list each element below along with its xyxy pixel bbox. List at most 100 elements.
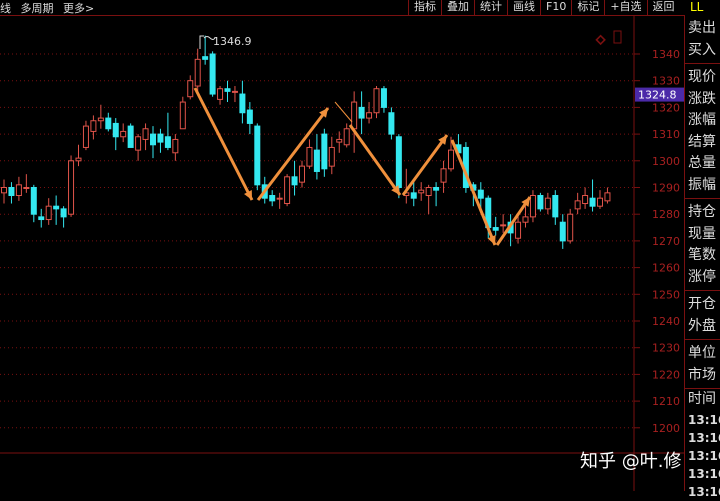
annotation-arrow [256,107,330,201]
back-button[interactable]: 返回 [646,0,680,15]
candle-body [515,221,522,239]
panel-label: 开仓 [688,296,716,312]
tab-more[interactable]: 更多> [63,2,95,15]
candle-body [112,122,119,138]
indicator-button[interactable]: 指标 [408,0,441,15]
panel-label: 持仓 [688,204,716,220]
candle-body [373,88,380,114]
y-tick-label: 1260 [652,262,680,275]
panel-group: 现价 涨跌 涨幅 结算 总量 振幅 [685,64,720,199]
candle-body [336,138,343,143]
y-tick-label: 1210 [652,395,680,408]
arrow-head [487,235,496,245]
candle-body [351,101,358,130]
y-tick-label: 1220 [652,368,680,381]
candle-body [209,53,216,95]
candle-body [23,187,30,189]
candle-body [313,149,320,172]
overlay-button[interactable]: 叠加 [441,0,474,15]
candle-body [544,197,551,210]
symbol-label: LL [690,0,704,14]
candle-body [82,125,89,148]
arrow-head [521,197,530,207]
candle-body [269,195,276,202]
trade-time: 13:16 [688,484,720,499]
candle-body [388,112,395,135]
candle-body [202,56,209,60]
candle-body [448,149,454,170]
arrow-head [319,108,328,118]
candle-body [604,192,611,202]
y-tick-label: 1340 [652,48,680,61]
candle-body [97,117,104,122]
panel-label: 现价 [688,69,716,85]
candle-body [440,168,447,183]
candle-body [8,187,15,197]
panel-label: 涨跌 [688,90,716,107]
candle-body [395,136,402,189]
y-tick-label: 1300 [652,155,680,168]
tab-kline[interactable]: 线 [0,2,11,15]
mark-button[interactable]: 标记 [571,0,604,15]
annotation-arrow [450,139,497,246]
current-price-tag [635,87,684,102]
panel-label: 现量 [688,225,716,242]
candle-body [589,197,596,207]
candle-body [574,200,581,210]
candle-body [150,133,156,146]
candle-body [425,187,432,197]
top-toolbar: 线 多周期 更多> 指标 叠加 统计 画线 F10 标记 +自选 返回 [0,0,684,16]
diamond-icon: ◇ [596,32,606,46]
candle-body [500,224,507,227]
y-tick-label: 1290 [652,182,680,195]
candle-body [477,189,484,199]
panel-label: 卖出 [688,20,716,36]
candle-body [299,165,305,183]
candle-body [45,205,52,221]
candle-body [552,195,559,218]
tab-multi-period[interactable]: 多周期 [20,2,54,15]
arrow-head [244,190,252,200]
candle-body [15,184,22,197]
candle-body [142,128,149,140]
candle-body [492,227,499,231]
candle-body [172,138,179,154]
candle-body [366,112,373,119]
candle-body [380,88,387,108]
annotation-arrow [495,196,532,246]
trade-time: 13:16 [688,412,720,427]
candle-body [217,88,224,100]
annotation-arrow [193,87,254,201]
y-tick-label: 1280 [652,208,680,221]
y-tick-label: 1270 [652,235,680,248]
panel-label: 总量 [688,155,716,171]
candle-body [433,187,440,191]
panel-label: 涨停 [688,268,716,285]
y-tick-label: 1250 [652,288,680,301]
candle-body [53,205,60,210]
draw-line-button[interactable]: 画线 [507,0,540,15]
panel-label: 外盘 [688,317,716,334]
y-tick-label: 1230 [652,342,680,355]
candlestick-chart: 1340 1330 1320 1310 1300 1290 1280 1270 1260 1250… [0,16,684,491]
statistics-button[interactable]: 统计 [474,0,507,15]
candle-body [306,146,313,167]
current-price-label: 1324.8 [638,89,677,102]
candle-body [90,120,97,132]
candle-body [30,187,37,215]
arrow-head [438,135,447,145]
candle-body [1,187,7,194]
candle-body [60,208,67,218]
trade-time: 13:16 [688,448,720,463]
high-label: 1346.9 [213,35,252,48]
candle-body [321,133,328,170]
f10-button[interactable]: F10 [540,0,571,15]
candle-body [410,192,417,199]
candle-body [224,88,231,92]
candle-body [328,146,335,167]
y-tick-label: 1330 [652,75,680,88]
candle-body [164,136,171,148]
add-watchlist-button[interactable]: +自选 [604,0,646,15]
candle-body [68,160,75,215]
